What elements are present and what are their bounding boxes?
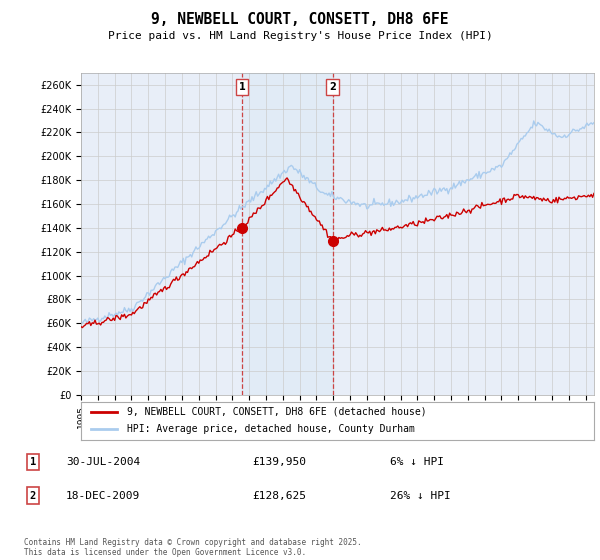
Text: 2: 2 — [329, 82, 336, 92]
Text: HPI: Average price, detached house, County Durham: HPI: Average price, detached house, Coun… — [127, 424, 415, 435]
Bar — [242, 73, 332, 395]
Text: 1: 1 — [30, 457, 36, 467]
Text: 9, NEWBELL COURT, CONSETT, DH8 6FE: 9, NEWBELL COURT, CONSETT, DH8 6FE — [151, 12, 449, 27]
Text: 18-DEC-2009: 18-DEC-2009 — [66, 491, 140, 501]
Text: 1: 1 — [239, 82, 245, 92]
Text: Price paid vs. HM Land Registry's House Price Index (HPI): Price paid vs. HM Land Registry's House … — [107, 31, 493, 41]
Text: 6% ↓ HPI: 6% ↓ HPI — [390, 457, 444, 467]
Text: 30-JUL-2004: 30-JUL-2004 — [66, 457, 140, 467]
Text: 26% ↓ HPI: 26% ↓ HPI — [390, 491, 451, 501]
Text: 2: 2 — [30, 491, 36, 501]
Text: Contains HM Land Registry data © Crown copyright and database right 2025.
This d: Contains HM Land Registry data © Crown c… — [24, 538, 362, 557]
Text: £128,625: £128,625 — [252, 491, 306, 501]
Text: £139,950: £139,950 — [252, 457, 306, 467]
Text: 9, NEWBELL COURT, CONSETT, DH8 6FE (detached house): 9, NEWBELL COURT, CONSETT, DH8 6FE (deta… — [127, 407, 427, 417]
